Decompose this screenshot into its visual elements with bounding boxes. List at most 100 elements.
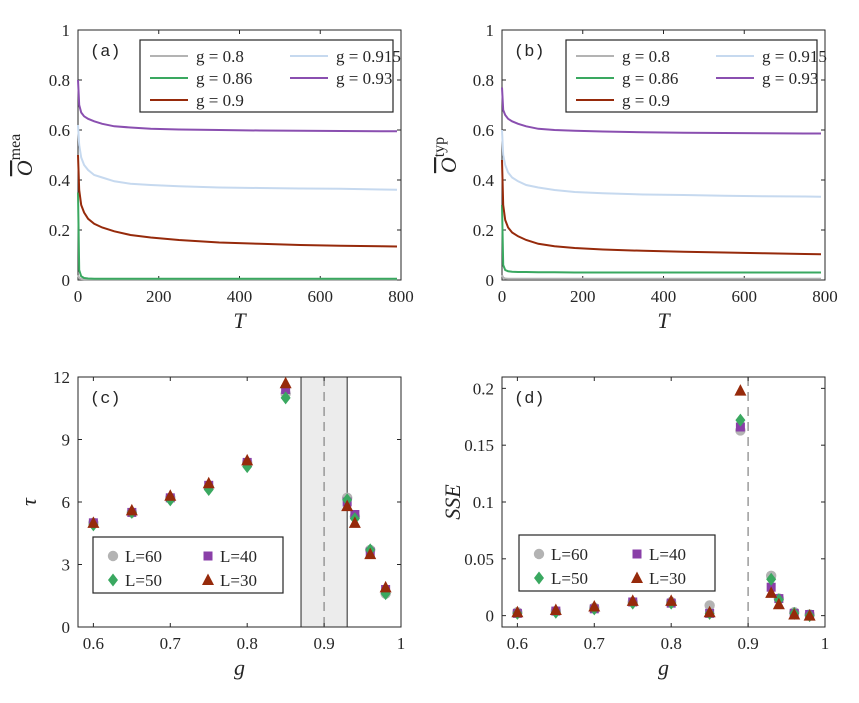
data-point (341, 499, 354, 512)
y-tick-label: 0.1 (473, 493, 494, 512)
x-tick-label: 0 (74, 287, 83, 306)
data-point (734, 384, 747, 396)
data-point (703, 605, 716, 618)
legend-marker (533, 548, 545, 560)
x-axis-label: T (657, 308, 671, 333)
legend-marker (108, 573, 118, 587)
y-axis-label: τ (16, 497, 41, 506)
legend-label: L=60 (125, 547, 162, 566)
x-tick-label: 0.7 (584, 634, 606, 653)
legend-label: g = 0.8 (622, 47, 670, 66)
y-tick-label: 0.05 (464, 550, 494, 569)
x-tick-label: 0 (498, 287, 507, 306)
data-point (665, 594, 678, 606)
data-point (511, 605, 524, 618)
legend-label: g = 0.8 (196, 47, 244, 66)
y-axis-label: Omea (7, 134, 37, 177)
x-tick-label: 400 (651, 287, 677, 306)
x-tick-label: 0.9 (313, 634, 334, 653)
data-point (626, 594, 639, 606)
y-tick-label: 3 (62, 556, 71, 575)
y-tick-label: 0.8 (473, 71, 494, 90)
y-axis-label: Otyp (431, 137, 461, 173)
y-tick-label: 1 (486, 21, 495, 40)
legend-marker (203, 551, 213, 561)
data-point (279, 376, 292, 389)
data-point (379, 580, 392, 593)
legend-label: L=50 (125, 571, 162, 590)
x-tick-label: 800 (388, 287, 414, 306)
legend-label: g = 0.9 (196, 91, 244, 110)
data-point (704, 600, 715, 611)
panel-label: (b) (514, 43, 545, 62)
series-line-3 (501, 87, 821, 135)
legend-label: g = 0.93 (336, 69, 392, 88)
data-point (588, 600, 601, 612)
x-tick-label: 0.9 (737, 634, 758, 653)
panel-c: 0.6 0.7 0.8 0.9 1 0 3 6 9 12 g τ (c) L=60 L=40 L=50 L=30 (16, 368, 405, 680)
series-line-1 (501, 129, 822, 198)
data-point (202, 476, 215, 489)
legend-label: L=30 (649, 569, 686, 588)
x-axis-label: T (233, 308, 247, 333)
legend-marker (202, 573, 214, 585)
y-tick-label: 12 (53, 368, 70, 387)
data-point (241, 453, 254, 466)
series-line-4 (77, 154, 398, 248)
legend-marker (631, 571, 643, 583)
series-line-4 (501, 159, 822, 256)
series-line-3 (77, 79, 397, 133)
data-point (348, 516, 361, 528)
legend-label: g = 0.915 (336, 47, 401, 66)
legend-label: L=40 (220, 547, 257, 566)
y-tick-label: 0 (62, 271, 71, 290)
data-point (735, 413, 746, 427)
y-tick-label: 0.2 (49, 221, 70, 240)
legend: g = 0.8 g = 0.915 g = 0.86 g = 0.93 g = 0.9 (565, 39, 827, 113)
x-tick-label: 0.7 (160, 634, 182, 653)
y-tick-label: 0.15 (464, 436, 494, 455)
legend-box (92, 536, 284, 594)
legend-label: L=40 (649, 545, 686, 564)
x-tick-label: 0.8 (661, 634, 682, 653)
x-tick-label: 200 (146, 287, 172, 306)
x-tick-label: 400 (227, 287, 253, 306)
y-tick-label: 0.8 (49, 71, 70, 90)
y-tick-label: 0.2 (473, 221, 494, 240)
y-tick-label: 0 (62, 618, 71, 637)
series-line-2 (77, 192, 397, 280)
data-point (803, 609, 816, 621)
x-tick-label: 1 (821, 634, 830, 653)
y-axis-label-superscript: typ (431, 137, 448, 157)
x-tick-label: 0.6 (507, 634, 528, 653)
x-tick-label: 800 (812, 287, 838, 306)
data-point (772, 597, 785, 610)
y-tick-label: 0.6 (473, 121, 494, 140)
y-tick-label: 6 (62, 493, 71, 512)
y-tick-label: 0.6 (49, 121, 70, 140)
legend: L=60 L=40 L=50 L=30 (518, 534, 716, 592)
legend: g = 0.8 g = 0.915 g = 0.86 g = 0.93 g = 0.9 (139, 39, 401, 113)
x-axis-label: g (234, 655, 245, 680)
data-point (280, 391, 291, 405)
legend-label: L=30 (220, 571, 257, 590)
data-point (788, 608, 801, 620)
y-tick-label: 0 (486, 271, 495, 290)
legend-label: g = 0.915 (762, 47, 827, 66)
legend-box (518, 534, 716, 592)
data-point (164, 489, 177, 501)
y-tick-label: 9 (62, 431, 71, 450)
legend-marker (632, 549, 642, 559)
y-tick-label: 0.4 (473, 171, 495, 190)
legend-label: L=50 (551, 569, 588, 588)
x-tick-label: 0.6 (83, 634, 104, 653)
y-axis-label-base: O (12, 160, 37, 176)
data-point (765, 586, 778, 598)
series-line-0 (501, 274, 821, 280)
x-axis-label: g (658, 655, 669, 680)
y-tick-label: 0 (486, 607, 495, 626)
data-point (735, 422, 745, 432)
y-tick-label: 0.4 (49, 171, 71, 190)
series-line-2 (501, 204, 821, 274)
